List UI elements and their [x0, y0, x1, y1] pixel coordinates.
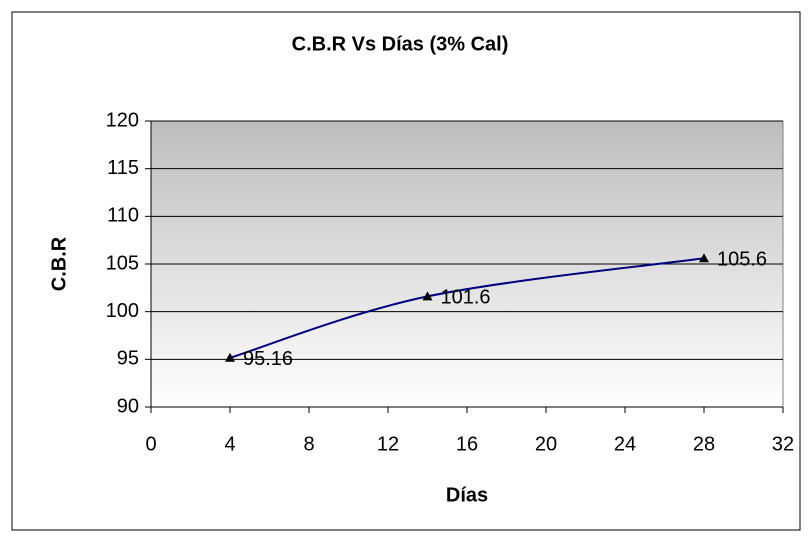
y-tick-label: 110 [107, 205, 139, 227]
x-tick-label: 8 [303, 433, 314, 455]
marker [422, 291, 433, 301]
y-tick-label: 120 [106, 109, 139, 131]
data-label: 101.6 [441, 287, 491, 309]
x-tick-label: 16 [456, 433, 478, 455]
x-tick-label: 12 [377, 433, 399, 455]
y-tick-label: 115 [107, 157, 139, 179]
x-tick-label: 28 [693, 433, 715, 455]
data-label: 95.16 [243, 348, 293, 370]
x-tick-label: 24 [614, 433, 636, 455]
x-axis-label: Días [446, 484, 488, 506]
data-label: 105.6 [717, 249, 767, 271]
x-tick-label: 0 [145, 433, 156, 455]
y-tick-label: 95 [117, 348, 139, 370]
x-tick-label: 32 [772, 433, 794, 455]
x-tick-label: 20 [535, 433, 557, 455]
marker [699, 253, 709, 263]
x-tick-label: 4 [224, 433, 235, 455]
y-tick-label: 100 [106, 300, 139, 322]
y-axis-label: C.B.R [48, 236, 70, 291]
y-tick-label: 105 [106, 252, 139, 274]
y-tick-label: 90 [117, 395, 139, 417]
marker [225, 352, 235, 362]
chart-title: C.B.R Vs Días (3% Cal) [292, 33, 509, 55]
